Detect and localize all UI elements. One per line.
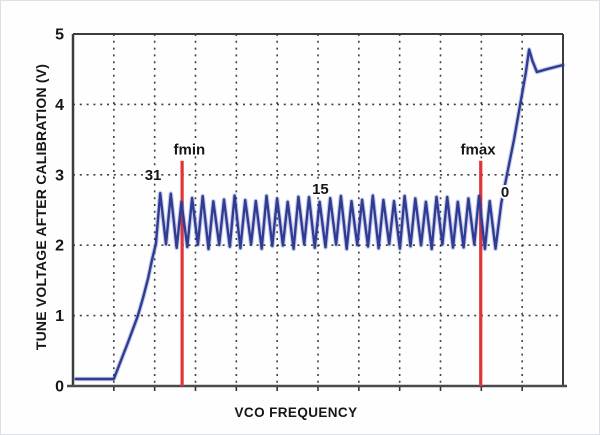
y-tick-label: 1 [55, 308, 64, 325]
fmin-label: fmin [174, 142, 206, 159]
plot-border [67, 33, 567, 388]
axis-ticks [113, 387, 523, 391]
band-count-labels: 31 15 0 [143, 165, 511, 203]
x-axis-title: VCO FREQUENCY [235, 405, 358, 420]
tune-voltage-curve [73, 47, 566, 382]
y-tick-label: 5 [55, 27, 64, 44]
y-tick-labels: 5 4 3 2 1 0 [55, 27, 64, 396]
y-axis-title: TUNE VOLTAGE AFTER CALIBRATION (V) [33, 64, 49, 350]
fmin-fmax-markers: fmin fmax [172, 140, 498, 386]
y-tick-label: 2 [55, 238, 64, 255]
band-count-0: 0 [501, 184, 509, 201]
y-tick-label: 4 [55, 97, 64, 114]
y-tick-label: 3 [55, 167, 64, 184]
band-count-31: 31 [145, 167, 162, 184]
curve-path [74, 48, 565, 381]
fmax-label: fmax [461, 142, 497, 159]
band-count-15: 15 [312, 181, 329, 198]
y-tick-label: 0 [55, 379, 64, 396]
